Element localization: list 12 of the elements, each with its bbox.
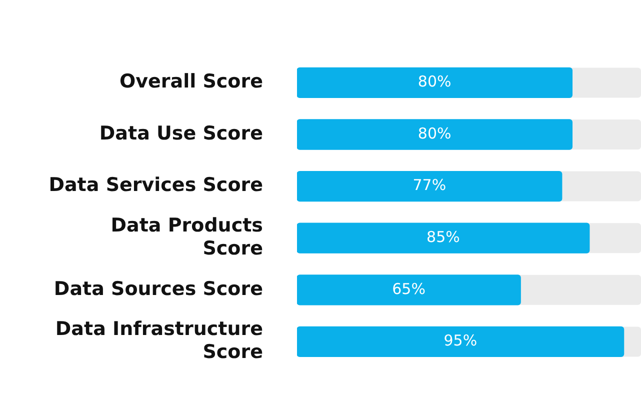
y-tick-label: Data Services Score [48, 174, 263, 196]
data-label: 80% [418, 72, 452, 91]
y-tick-label: Data Sources Score [54, 278, 263, 300]
data-label: 85% [426, 228, 460, 246]
y-tick-label: Data Use Score [99, 122, 263, 144]
y-tick-label: Data Products Score [110, 214, 263, 260]
y-tick-label: Data Infrastructure Score [55, 318, 263, 364]
data-label: 77% [412, 176, 446, 194]
y-tick-label: Overall Score [119, 70, 263, 93]
data-label: 65% [392, 280, 426, 298]
data-label: 95% [444, 332, 478, 350]
data-label: 80% [418, 124, 452, 142]
